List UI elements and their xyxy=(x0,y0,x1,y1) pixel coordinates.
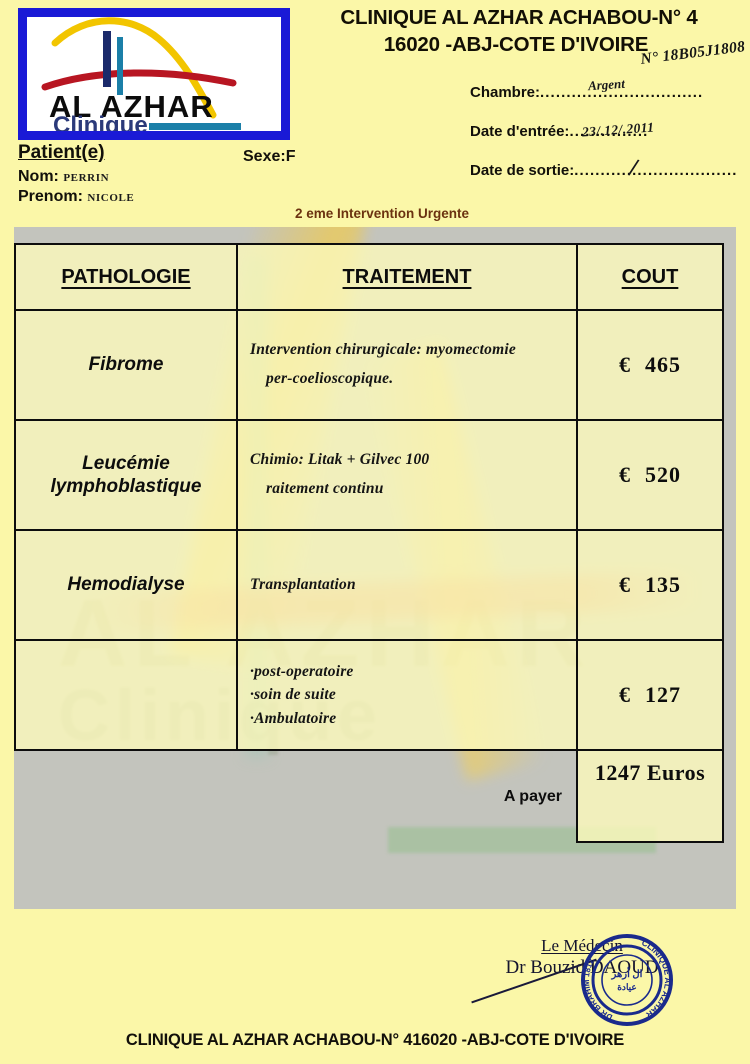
cell-pathologie: Hemodialyse xyxy=(14,529,238,641)
chambre-dots: ............................... xyxy=(540,84,704,101)
svg-text:ال أزهر: ال أزهر xyxy=(611,967,643,980)
date-entree-row: Date d'entrée:............... 23/.12/.20… xyxy=(470,119,732,140)
patient-info: Patient(e) Nom: PERRIN Prenom: NICOLE xyxy=(18,142,418,208)
signature-block: Le Médecin Dr Bouzid DAOUD xyxy=(471,936,682,1004)
table-row: ·post-operatoire ·soin de suite ·Ambulat… xyxy=(14,639,724,751)
total-value: 1247 Euros xyxy=(576,749,724,843)
date-entree-label: Date d'entrée: xyxy=(470,123,570,140)
cell-cout: €135 xyxy=(576,529,724,641)
date-sortie-dots: ............................... xyxy=(574,162,738,179)
official-stamp-icon: CLINIQUE AL AZHAR DR BRAHIM 1812 ال أزهر… xyxy=(579,932,675,1028)
date-sortie-row: Date de sortie:.........................… xyxy=(470,153,736,183)
table-row: Leucémie lymphoblastique Chimio: Litak +… xyxy=(14,419,724,531)
table-row: Fibrome Intervention chirurgicale: myome… xyxy=(14,309,724,421)
table-row: Hemodialyse Transplantation €135 xyxy=(14,529,724,641)
chambre-value: Argent xyxy=(587,75,626,94)
document-subtitle: 2 eme Intervention Urgente xyxy=(294,206,470,221)
total-spacer xyxy=(15,750,237,842)
date-entree-dots: ............... xyxy=(569,123,649,140)
admission-info: Chambre:............................... … xyxy=(470,76,736,201)
patient-nom-row: Nom: PERRIN xyxy=(18,167,418,187)
patient-nom-label: Nom: xyxy=(18,168,59,185)
cell-pathologie xyxy=(14,639,238,751)
document-footer: CLINIQUE AL AZHAR ACHABOU-N° 416020 -ABJ… xyxy=(125,1031,625,1049)
cell-cout: €520 xyxy=(576,419,724,531)
patient-section-label: Patient(e) xyxy=(18,142,105,163)
total-label: A payer xyxy=(503,787,562,805)
clinic-name-line1: CLINIQUE AL AZHAR ACHABOU-N° 4 xyxy=(340,6,698,29)
clinic-name-line2: 16020 -ABJ-COTE D'IVOIRE xyxy=(383,33,649,57)
logo-graphic: AL AZHAR Clinique xyxy=(27,17,281,131)
cell-traitement: Intervention chirurgicale: myomectomie p… xyxy=(236,309,578,421)
cell-traitement: Chimio: Litak + Gilvec 100 raitement con… xyxy=(236,419,578,531)
patient-prenom-row: Prenom: NICOLE xyxy=(18,187,418,207)
chambre-label: Chambre: xyxy=(470,84,541,101)
chambre-row: Chambre:............................... … xyxy=(470,76,732,101)
table-header-row: PATHOLOGIE TRAITEMENT COUT xyxy=(14,243,724,311)
signature-title: Le Médecin xyxy=(541,936,623,955)
header-traitement: TRAITEMENT xyxy=(236,243,578,311)
document-header: AL AZHAR Clinique CLINIQUE AL AZHAR ACHA… xyxy=(0,0,750,150)
patient-nom-value: PERRIN xyxy=(63,172,110,184)
patient-prenom-label: Prenom: xyxy=(18,188,83,206)
cell-traitement: ·post-operatoire ·soin de suite ·Ambulat… xyxy=(236,639,578,751)
signature-doctor: Dr Bouzid DAOUD xyxy=(505,957,659,978)
invoice-table: PATHOLOGIE TRAITEMENT COUT Fibrome Inter… xyxy=(14,243,724,843)
clinic-name: CLINIQUE AL AZHAR ACHABOU-N° 4 16020 -AB… xyxy=(288,4,750,58)
patient-prenom-value: NICOLE xyxy=(87,192,135,205)
svg-text:عيادة: عيادة xyxy=(617,982,637,992)
cell-traitement: Transplantation xyxy=(236,529,578,641)
header-cout: COUT xyxy=(576,243,724,311)
patient-sexe: Sexe:F xyxy=(243,148,296,165)
header-pathologie: PATHOLOGIE xyxy=(14,243,238,311)
svg-text:Clinique: Clinique xyxy=(53,112,148,131)
cell-cout: €127 xyxy=(576,639,724,751)
table-total-row: A payer 1247 Euros xyxy=(15,749,724,843)
cell-pathologie: Leucémie lymphoblastique xyxy=(14,419,238,531)
clinic-logo: AL AZHAR Clinique xyxy=(18,8,290,140)
svg-text:AL AZHAR: AL AZHAR xyxy=(49,89,214,124)
cell-cout: €465 xyxy=(576,309,724,421)
date-sortie-label: Date de sortie: xyxy=(470,162,575,179)
cell-pathologie: Fibrome xyxy=(14,309,238,421)
